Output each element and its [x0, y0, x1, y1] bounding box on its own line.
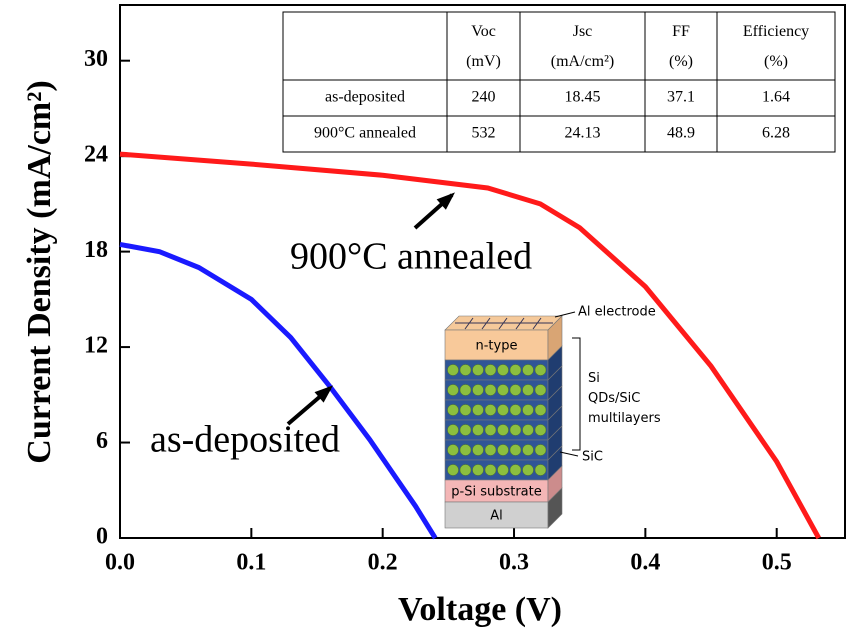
qd — [534, 444, 547, 456]
x-tick-label: 0.0 — [105, 550, 135, 576]
qd — [509, 384, 522, 396]
y-tick-label: 18 — [84, 237, 108, 263]
qd — [534, 424, 547, 436]
qd — [534, 364, 547, 376]
x-tick-label: 0.4 — [630, 550, 660, 576]
x-tick-label: 0.3 — [499, 550, 529, 576]
qd — [522, 464, 534, 476]
arrow-head — [436, 192, 455, 210]
x-tick-label: 0.5 — [762, 550, 792, 576]
qd — [472, 364, 484, 376]
table-cell: 48.9 — [667, 125, 695, 142]
arrow-head — [314, 385, 334, 403]
qd — [459, 424, 472, 436]
qd — [447, 444, 459, 456]
qd — [484, 364, 497, 376]
qd — [509, 404, 522, 416]
y-tick-label: 0 — [96, 524, 108, 550]
inset-label: Si QDs/SiC multilayers — [588, 371, 661, 426]
table-bg — [282, 11, 836, 153]
table-header: Voc (mV) — [466, 23, 501, 70]
inset-label: Al — [490, 509, 503, 524]
table-cell: 532 — [472, 125, 496, 142]
table-cell: 240 — [472, 89, 496, 106]
qd — [534, 404, 547, 416]
qd — [472, 444, 484, 456]
table-cell: as-deposited — [325, 89, 405, 106]
qd — [472, 464, 484, 476]
qd — [484, 464, 497, 476]
curve — [119, 241, 438, 540]
qd — [522, 424, 534, 436]
pointer — [554, 311, 576, 318]
qd — [447, 424, 459, 436]
qd — [509, 424, 522, 436]
annotation: 900°C annealed — [290, 236, 532, 278]
inset-label: Al electrode — [578, 305, 656, 320]
qd — [509, 444, 522, 456]
table-cell: 6.28 — [762, 125, 790, 142]
qd — [472, 384, 484, 396]
qd — [509, 364, 522, 376]
table-header: Efficiency (%) — [743, 23, 809, 70]
layer — [444, 329, 549, 361]
qd — [484, 424, 497, 436]
qd — [459, 364, 472, 376]
table-cell: 18.45 — [565, 89, 601, 106]
qd — [534, 384, 547, 396]
annotation: as-deposited — [150, 419, 340, 461]
qd — [484, 404, 497, 416]
qd — [472, 424, 484, 436]
qd — [497, 424, 509, 436]
y-tick-label: 24 — [84, 142, 108, 168]
inset-label: p-Si substrate — [451, 485, 541, 500]
qd — [497, 404, 509, 416]
qd — [522, 444, 534, 456]
qd — [459, 384, 472, 396]
x-tick-label: 0.2 — [368, 550, 398, 576]
qd — [497, 364, 509, 376]
qd — [459, 404, 472, 416]
table-cell: 900°C annealed — [314, 125, 416, 142]
qd — [459, 444, 472, 456]
qd — [522, 364, 534, 376]
qd — [459, 464, 472, 476]
x-axis-label: Voltage (V) — [398, 591, 562, 628]
table-cell: 24.13 — [565, 125, 601, 142]
bracket — [572, 337, 581, 451]
pointer — [559, 451, 579, 457]
qd — [447, 464, 459, 476]
qd — [497, 444, 509, 456]
y-tick-label: 30 — [84, 46, 108, 72]
y-tick-label: 6 — [96, 428, 108, 454]
curve — [119, 151, 821, 540]
qd — [472, 404, 484, 416]
qd — [497, 384, 509, 396]
x-tick-label: 0.1 — [236, 550, 266, 576]
qd — [484, 384, 497, 396]
qd — [447, 364, 459, 376]
qd — [522, 404, 534, 416]
table-header: FF (%) — [669, 23, 693, 70]
y-tick-label: 12 — [84, 333, 108, 359]
qd — [497, 464, 509, 476]
qd — [484, 444, 497, 456]
qd — [447, 404, 459, 416]
table-cell: 37.1 — [667, 89, 695, 106]
qd — [522, 384, 534, 396]
inset-label: n-type — [476, 339, 518, 354]
inset-label: SiC — [582, 450, 603, 465]
qd — [447, 384, 459, 396]
table-cell: 1.64 — [762, 89, 790, 106]
y-axis-label: Current Density (mA/cm²) — [21, 80, 58, 463]
plot-frame — [119, 4, 846, 539]
qd — [509, 464, 522, 476]
table-header: Jsc (mA/cm²) — [551, 23, 614, 70]
qd — [534, 464, 547, 476]
layer-side — [547, 487, 563, 529]
